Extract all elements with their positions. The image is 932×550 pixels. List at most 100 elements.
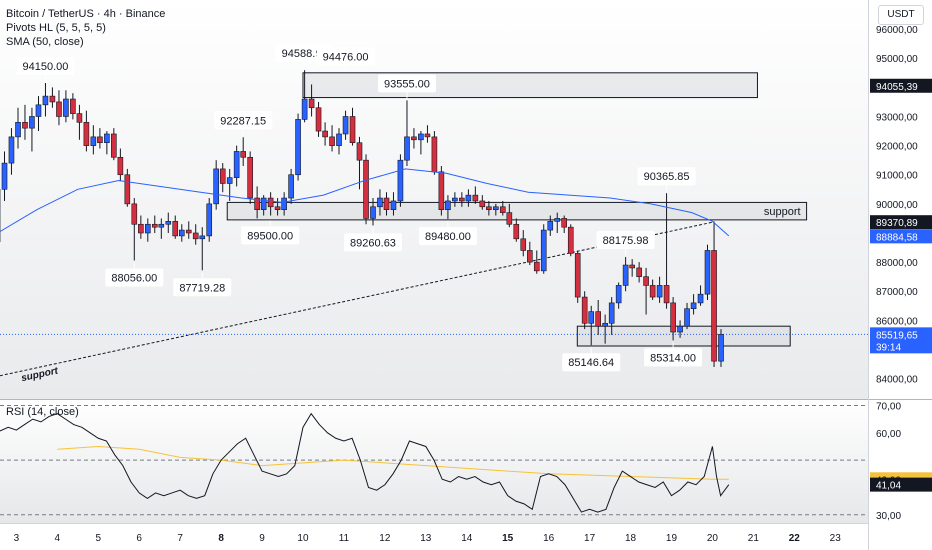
candle-body [29, 116, 35, 129]
candle-body [540, 229, 547, 272]
candle-body [520, 238, 527, 251]
candle-body [677, 325, 683, 333]
candle [42, 83, 49, 117]
candle-body [649, 285, 656, 298]
candle-body [138, 223, 144, 234]
candle [213, 160, 219, 210]
candle-body [70, 98, 76, 114]
candle [260, 195, 267, 216]
sma-indicator-label[interactable]: SMA (50, close) [6, 36, 84, 48]
candle-body [42, 95, 49, 106]
candle-body [622, 264, 629, 286]
time-tick-label: 11 [339, 533, 350, 544]
candle [63, 90, 69, 123]
candle-body [49, 95, 56, 103]
candle [718, 329, 724, 367]
candle-body [63, 98, 69, 117]
candle [233, 145, 240, 187]
candle [622, 256, 629, 292]
candle-body [219, 168, 226, 184]
candle [615, 282, 622, 309]
pivot-label-box [562, 353, 621, 372]
rsi-ma-line [57, 445, 729, 480]
candle-body [131, 203, 138, 225]
candle [322, 122, 328, 146]
candle-body [233, 151, 240, 178]
candle [377, 189, 383, 216]
zone-1 [302, 72, 758, 99]
candle [219, 163, 226, 193]
candle-body [206, 203, 213, 237]
candle [684, 302, 690, 330]
pivot-label: 94150.00 [23, 61, 69, 73]
price-badge-label: 94055,39 [876, 82, 918, 93]
candle-body [643, 276, 649, 286]
candle-body [704, 250, 711, 295]
candle [540, 224, 547, 274]
candle-body [288, 174, 294, 199]
candle-body [151, 223, 158, 228]
candle-body [663, 285, 670, 304]
candle-body [588, 311, 595, 324]
candle-body [718, 334, 724, 362]
time-tick-label: 22 [789, 533, 801, 544]
time-tick-label: 7 [177, 533, 183, 544]
rsi-badge [870, 477, 932, 492]
pivot-label-box [241, 226, 300, 245]
candle [247, 151, 253, 204]
candle-body [172, 221, 179, 237]
candle-body [711, 250, 717, 362]
candle-body [15, 122, 21, 138]
candle-body [213, 168, 219, 205]
candle [690, 294, 697, 315]
price-badge-label: 88884,58 [876, 232, 918, 243]
candle [397, 154, 404, 207]
candle-body [8, 136, 15, 164]
candle-body [124, 174, 131, 205]
candle-body [547, 221, 554, 231]
candle [363, 154, 369, 225]
candle-body [493, 206, 499, 210]
candle [581, 291, 588, 330]
candle-body [363, 159, 369, 219]
time-tick-label: 16 [543, 533, 555, 544]
candle-body [144, 223, 151, 234]
price-tick-label: 96000,00 [876, 25, 918, 36]
rsi-indicator-label[interactable]: RSI (14, close) [6, 406, 79, 418]
candle-body [35, 104, 42, 117]
time-tick-label: 9 [259, 533, 265, 544]
candle [111, 128, 117, 161]
candle [527, 241, 533, 266]
candle-body [274, 206, 281, 210]
candle-body [383, 197, 390, 210]
pivots-indicator-label[interactable]: Pivots HL (5, 5, 5, 5) [6, 22, 106, 34]
price-tick-label: 87000,00 [876, 287, 918, 298]
candle-body [684, 308, 690, 327]
candle-body [574, 253, 581, 298]
pivot-label: 92287.15 [220, 115, 266, 127]
pivot-label: 93555.00 [384, 78, 430, 90]
candle-body [226, 177, 233, 184]
price-tick-label: 93000,00 [876, 112, 918, 123]
pivot-label-box [105, 268, 164, 287]
candle-body [76, 113, 83, 123]
pivot-label: 89260.63 [350, 237, 396, 249]
candle-body [479, 200, 486, 208]
candle-body [459, 197, 465, 202]
time-tick-label: 17 [584, 533, 596, 544]
zone-2 [226, 201, 808, 221]
candle-body [499, 206, 506, 213]
price-badge [870, 78, 932, 93]
price-tick-label: 84000,00 [876, 375, 918, 386]
currency-button[interactable]: USDT [878, 5, 924, 25]
trendline [0, 221, 713, 377]
candle [431, 131, 438, 175]
candle [567, 224, 574, 257]
candle-body [377, 197, 383, 208]
pivot-label: 89480.00 [425, 231, 471, 243]
pivot-label-box [418, 227, 477, 246]
candle [520, 230, 527, 257]
pivot-label-box [214, 111, 273, 130]
pivot-label-box [596, 230, 655, 249]
